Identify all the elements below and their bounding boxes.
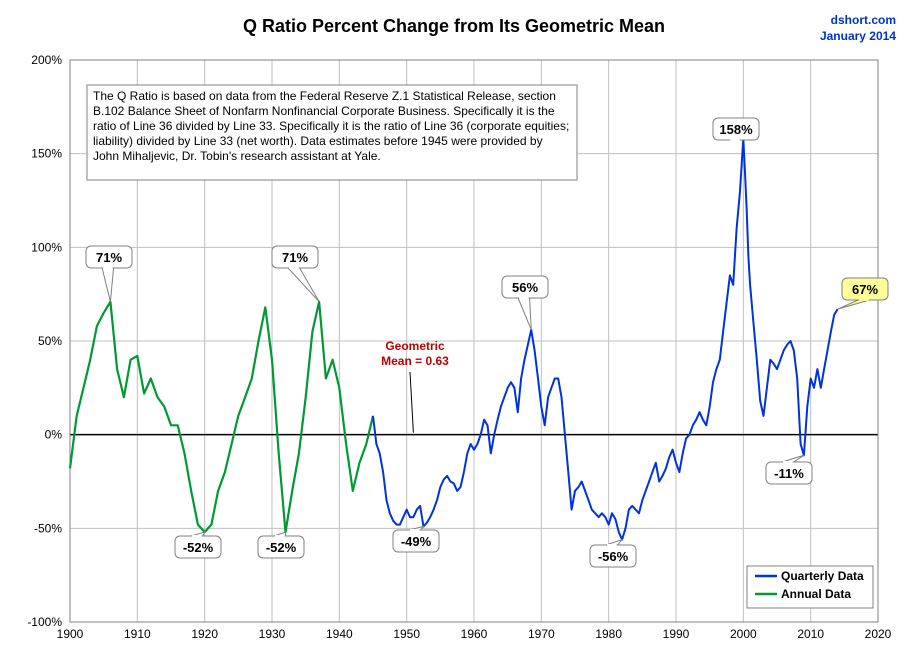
callout-label: -49%: [401, 534, 432, 549]
callout-join-cover: [275, 535, 285, 537]
callout-label: 71%: [96, 250, 122, 265]
callout-join-cover: [410, 529, 420, 531]
y-tick-label: 100%: [31, 240, 62, 254]
callout-label: 158%: [719, 122, 753, 137]
legend-label: Annual Data: [781, 587, 851, 601]
x-tick-label: 1930: [259, 627, 286, 641]
callout-join-cover: [730, 139, 740, 141]
callout-join-cover: [289, 267, 299, 269]
y-tick-label: 0%: [45, 428, 63, 442]
callout-pointer: [782, 455, 804, 462]
y-tick-label: -50%: [34, 521, 62, 535]
callout-pointer: [518, 298, 531, 330]
description-text: The Q Ratio is based on data from the Fe…: [93, 89, 571, 176]
x-tick-label: 1980: [595, 627, 622, 641]
callout-label: -11%: [774, 466, 804, 481]
callout-pointer: [102, 268, 114, 302]
callout-label: 56%: [512, 280, 538, 295]
series-annual-data: [70, 302, 373, 532]
callout-join-cover: [783, 461, 793, 463]
chart-title: Q Ratio Percent Change from Its Geometri…: [243, 16, 665, 36]
legend-label: Quarterly Data: [781, 569, 864, 583]
callout-join-cover: [607, 544, 617, 546]
callout-join-cover: [859, 299, 869, 301]
geometric-mean-value: Mean = 0.63: [381, 354, 449, 368]
callout-join-cover: [519, 297, 529, 299]
y-tick-label: 50%: [38, 334, 62, 348]
x-tick-label: 1920: [191, 627, 218, 641]
callout-label: 67%: [852, 282, 878, 297]
x-tick-label: 1950: [393, 627, 420, 641]
geometric-mean-pointer: [410, 372, 413, 433]
callout-join-cover: [192, 535, 202, 537]
x-tick-label: 2010: [797, 627, 824, 641]
x-tick-label: 1900: [57, 627, 84, 641]
callout-label: -56%: [598, 549, 629, 564]
attribution-date: January 2014: [820, 29, 896, 43]
callout-label: -52%: [266, 540, 297, 555]
x-tick-label: 1990: [663, 627, 690, 641]
attribution-site: dshort.com: [831, 13, 896, 27]
callout-label: 71%: [282, 250, 308, 265]
geometric-mean-label: Geometric: [385, 339, 445, 353]
x-tick-label: 1960: [461, 627, 488, 641]
chart-container: 1900 1910 1920 1930 1940 1950 1960 1970 1980 1990…: [0, 0, 908, 662]
x-tick-label: 2020: [865, 627, 892, 641]
callout-pointer: [288, 268, 319, 302]
x-tick-label: 1970: [528, 627, 555, 641]
y-tick-label: 200%: [31, 53, 62, 67]
chart-svg: 1900 1910 1920 1930 1940 1950 1960 1970 1980 1990…: [0, 0, 908, 662]
x-tick-label: 1940: [326, 627, 353, 641]
x-tick-label: 1910: [124, 627, 151, 641]
callout-pointer: [838, 300, 870, 309]
x-tick-label: 2000: [730, 627, 757, 641]
callout-label: -52%: [183, 540, 214, 555]
y-tick-label: 150%: [31, 147, 62, 161]
y-tick-label: -100%: [27, 615, 62, 629]
callout-join-cover: [103, 267, 113, 269]
